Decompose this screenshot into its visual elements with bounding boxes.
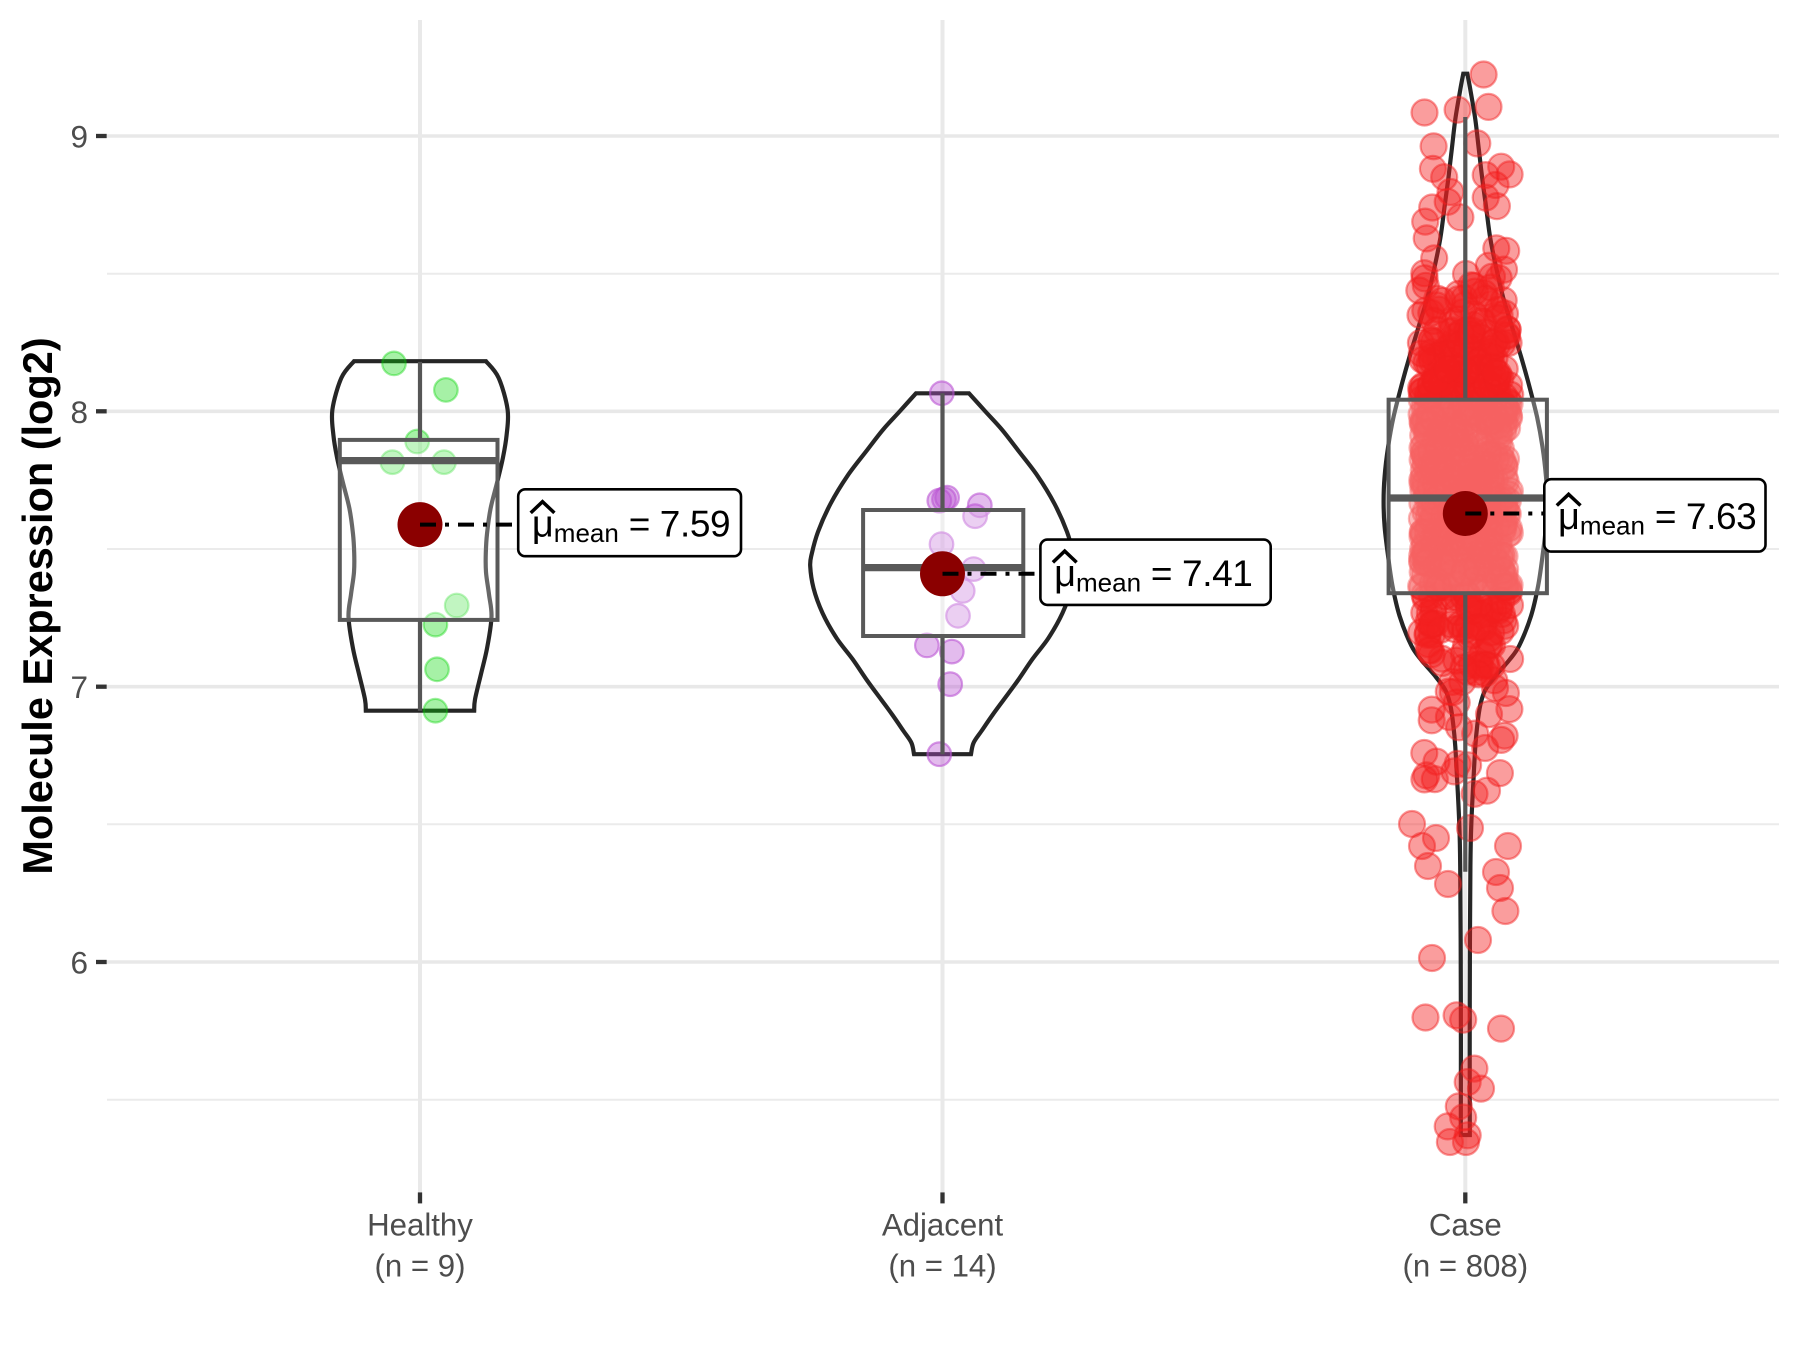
svg-text:(n = 808): (n = 808) bbox=[1402, 1249, 1528, 1284]
svg-text:Case: Case bbox=[1429, 1208, 1502, 1243]
svg-text:(n = 14): (n = 14) bbox=[888, 1249, 996, 1284]
svg-text:7: 7 bbox=[70, 669, 88, 705]
svg-text:Adjacent: Adjacent bbox=[882, 1208, 1004, 1243]
svg-text:(n = 9): (n = 9) bbox=[374, 1249, 465, 1284]
svg-text:Healthy: Healthy bbox=[367, 1208, 473, 1243]
svg-text:8: 8 bbox=[70, 394, 88, 430]
svg-text:9: 9 bbox=[70, 119, 88, 155]
svg-text:6: 6 bbox=[70, 945, 88, 981]
svg-text:Molecule Expression (log2): Molecule Expression (log2) bbox=[14, 337, 61, 874]
